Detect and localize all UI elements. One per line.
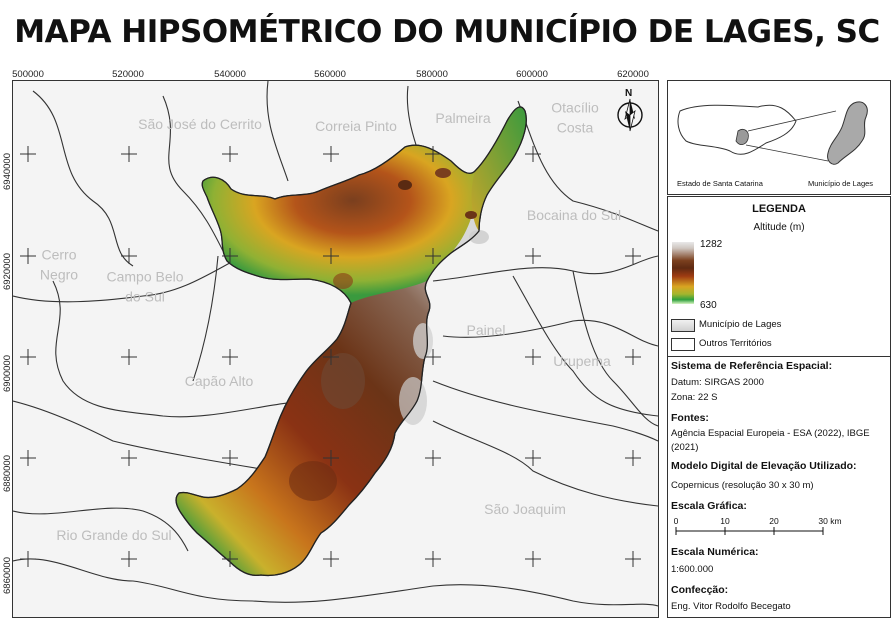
lages-municipality bbox=[175, 106, 527, 577]
territory-label: Rio Grande do Sul bbox=[56, 526, 172, 543]
scale-bar-label: 20 bbox=[769, 516, 779, 526]
srs-datum: Datum: SIRGAS 2000 bbox=[671, 377, 764, 388]
other-territories-swatch bbox=[671, 338, 695, 351]
x-tick-label: 520000 bbox=[112, 69, 144, 80]
scale-bar-label: 30 km bbox=[818, 516, 842, 526]
territory-label: Correia Pinto bbox=[315, 117, 397, 134]
x-tick-label: 620000 bbox=[617, 69, 649, 80]
north-arrow-icon bbox=[617, 98, 643, 132]
dem-text: Copernicus (resolução 30 x 30 m) bbox=[671, 480, 814, 491]
lages-relief-northeast bbox=[471, 106, 527, 231]
lages-swatch bbox=[671, 319, 695, 332]
scale-bar-heading: Escala Gráfica: bbox=[671, 500, 747, 512]
credits-heading: Confecção: bbox=[671, 584, 729, 596]
municipality-label: Município de Lages bbox=[808, 179, 874, 188]
territory-label: São José do Cerrito bbox=[138, 115, 262, 132]
territory-label: Otacílio Costa bbox=[551, 99, 599, 136]
x-tick-label: 560000 bbox=[314, 69, 346, 80]
srs-heading: Sistema de Referência Espacial: bbox=[671, 360, 833, 372]
credits-text: Eng. Vitor Rodolfo Becegato bbox=[671, 601, 791, 612]
x-tick-label: 600000 bbox=[516, 69, 548, 80]
legend-title: LEGENDA bbox=[752, 203, 806, 215]
territory-label: São Joaquim bbox=[484, 500, 566, 517]
scale-bar bbox=[675, 527, 824, 535]
territory-label: Capão Alto bbox=[184, 372, 254, 389]
sources-text: Agência Espacial Europeia - ESA (2022), … bbox=[671, 428, 870, 453]
srs-zone: Zona: 22 S bbox=[671, 392, 718, 403]
territory-label: Campo Belo do Sul bbox=[106, 268, 184, 305]
sources-heading: Fontes: bbox=[671, 412, 709, 424]
x-tick-label: 500000 bbox=[12, 69, 44, 80]
dem-heading: Modelo Digital de Elevação Utilizado: bbox=[671, 460, 857, 472]
municipal-boundaries bbox=[13, 81, 658, 607]
altitude-gradient bbox=[672, 242, 694, 304]
map-canvas[interactable]: São José do Cerrito Correia Pinto Palmei… bbox=[12, 80, 659, 618]
altitude-min: 630 bbox=[700, 300, 717, 311]
scale-bar-label: 10 bbox=[720, 516, 730, 526]
scale-bar-label: 0 bbox=[673, 516, 679, 526]
x-tick-label: 580000 bbox=[416, 69, 448, 80]
territory-label: Urupema bbox=[553, 352, 611, 369]
locator-map: Estado de Santa Catarina Município de La… bbox=[667, 80, 891, 195]
territory-label: Bocaina do Sul bbox=[526, 206, 622, 223]
numeric-scale-heading: Escala Numérica: bbox=[671, 546, 759, 558]
x-tick-label: 540000 bbox=[214, 69, 246, 80]
legend-item-label: Outros Territórios bbox=[699, 338, 772, 349]
territory-label: Cerro Negro bbox=[39, 246, 79, 283]
state-label: Estado de Santa Catarina bbox=[677, 179, 763, 188]
altitude-label: Altitude (m) bbox=[753, 222, 805, 233]
territory-label: Palmeira bbox=[435, 109, 491, 126]
legend-panel: LEGENDA Altitude (m) 1282 630 Município … bbox=[667, 196, 891, 618]
territory-label: Painel bbox=[466, 321, 506, 338]
map-title: MAPA HIPSOMÉTRICO DO MUNICÍPIO DE LAGES,… bbox=[14, 14, 880, 50]
legend-item-label: Município de Lages bbox=[699, 319, 782, 330]
map-drawing bbox=[13, 81, 658, 607]
numeric-scale-text: 1:600.000 bbox=[671, 564, 714, 575]
altitude-max: 1282 bbox=[700, 239, 723, 250]
locator-drawing bbox=[677, 101, 868, 165]
graticule-crosses bbox=[20, 146, 641, 567]
north-arrow-label: N bbox=[625, 88, 633, 99]
